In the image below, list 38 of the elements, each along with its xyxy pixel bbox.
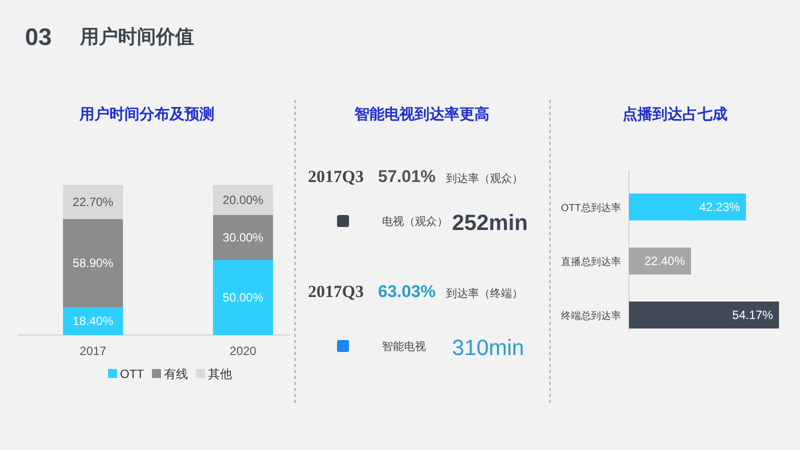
chart-title: 用户时间分布及预测 — [78, 105, 214, 123]
text: 03 — [25, 24, 52, 51]
data-label: 58.90% — [72, 256, 114, 270]
data-label: 22.70% — [72, 195, 114, 210]
legend-label: 其他 — [208, 367, 232, 381]
y-tick-label: OTT总到达率 — [561, 202, 621, 214]
bar — [213, 215, 273, 260]
bar — [213, 260, 273, 335]
text: 智能电视 — [382, 340, 426, 353]
data-label: 18.40% — [72, 314, 114, 328]
text: 310min — [452, 335, 524, 360]
y-tick-label: 终端总到达率 — [561, 310, 621, 322]
legend-label: 有线 — [164, 367, 188, 381]
x-tick-label: 2017 — [80, 344, 107, 358]
text: 63.03% — [378, 282, 436, 301]
bar — [63, 185, 123, 220]
text: 到达率（终端） — [446, 287, 523, 300]
x-tick-label: 2020 — [230, 344, 257, 358]
data-label: 42.23% — [699, 200, 740, 214]
bar — [213, 185, 273, 215]
bar — [63, 307, 123, 335]
text: 2017Q3 — [308, 167, 364, 186]
y-tick-label: 直播总到达率 — [561, 256, 621, 268]
text: 智能电视到达率更高 — [354, 105, 490, 123]
text: 电视（观众） — [382, 215, 448, 228]
text: 用户时间价值 — [79, 26, 194, 48]
data-label: 54.17% — [732, 308, 774, 322]
data-label: 22.40% — [644, 254, 686, 268]
text: 到达率（观众） — [446, 172, 523, 185]
bar — [63, 219, 123, 308]
text: 2017Q3 — [308, 282, 364, 301]
chart-title: 点播到达占七成 — [622, 106, 728, 123]
legend-label: OTT — [120, 367, 145, 381]
data-label: 30.00% — [222, 230, 264, 244]
text: 57.01% — [378, 167, 436, 186]
data-label: 50.00% — [222, 290, 264, 304]
data-label: 20.00% — [222, 193, 264, 207]
text: 252min — [452, 210, 528, 235]
